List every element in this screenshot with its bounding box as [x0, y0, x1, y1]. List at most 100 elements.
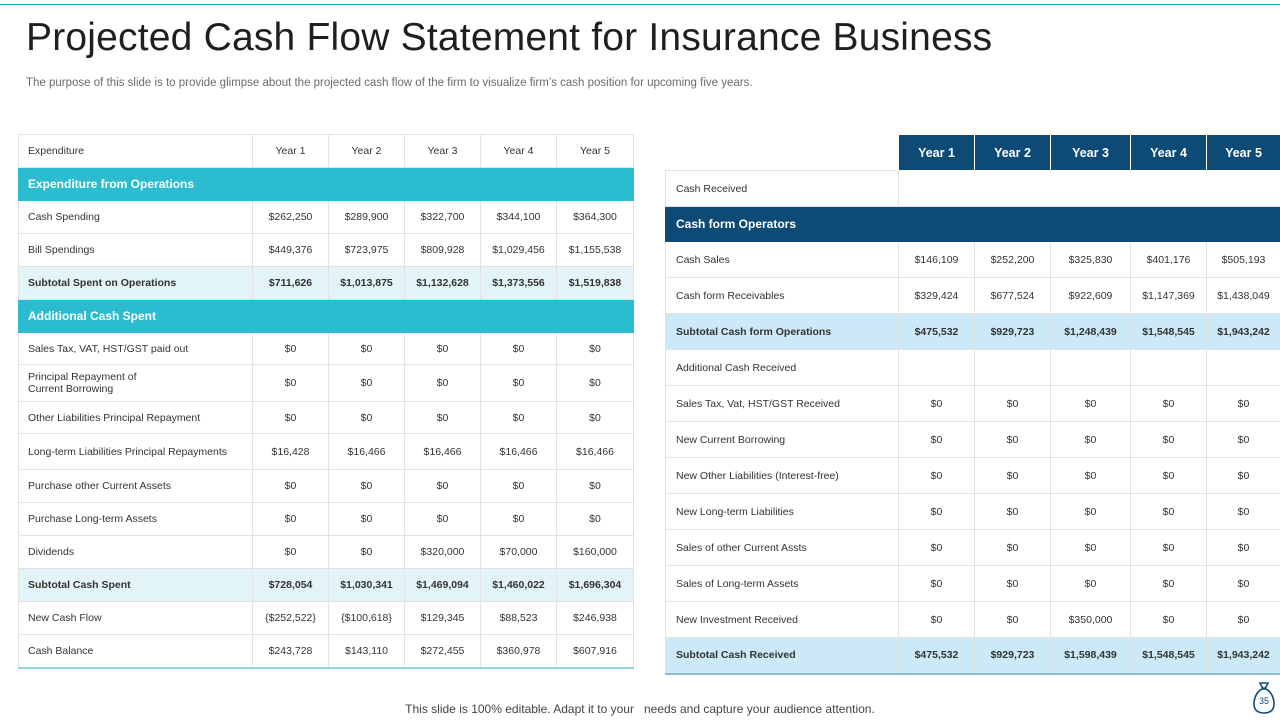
- row-label: New Cash Flow: [18, 601, 253, 635]
- table-row: Sales Tax, VAT, HST/GST paid out $0 $0 $…: [18, 332, 634, 365]
- cell-value: $262,250: [252, 200, 329, 234]
- cell-value: $0: [1206, 565, 1280, 602]
- header-blank: [665, 134, 899, 171]
- cell-value: $272,455: [404, 634, 481, 669]
- cell-value: $1,248,439: [1050, 313, 1131, 350]
- table-row: Purchase Long-term Assets $0 $0 $0 $0 $0: [18, 502, 634, 536]
- cell-value: $0: [1206, 457, 1280, 494]
- table-row: Long-term Liabilities Principal Repaymen…: [18, 433, 634, 470]
- section-title: Cash form Operators: [665, 206, 1280, 242]
- cell-value: $364,300: [556, 200, 634, 234]
- subtotal-row: Subtotal Spent on Operations $711,626 $1…: [18, 266, 634, 300]
- cell-value: $0: [252, 535, 329, 569]
- empty-cell: [898, 170, 1280, 207]
- table-row: Cash Spending $262,250 $289,900 $322,700…: [18, 200, 634, 234]
- cell-value: $70,000: [480, 535, 557, 569]
- cell-value: $0: [898, 385, 975, 422]
- cell-value: $607,916: [556, 634, 634, 669]
- cell-value: $252,200: [974, 241, 1051, 278]
- cell-value: $246,938: [556, 601, 634, 635]
- table-row: Sales of Long-term Assets $0 $0 $0 $0 $0: [665, 565, 1280, 602]
- cell-value: $16,466: [556, 433, 634, 470]
- cell-value: $1,155,538: [556, 233, 634, 267]
- cell-value: $0: [480, 469, 557, 503]
- table-row: New Investment Received $0 $0 $350,000 $…: [665, 601, 1280, 638]
- slide-subtitle: The purpose of this slide is to provide …: [26, 77, 753, 89]
- cell-value: $475,532: [898, 313, 975, 350]
- cell-value: $146,109: [898, 241, 975, 278]
- cell-value: $16,466: [328, 433, 405, 470]
- cell-value: $0: [480, 502, 557, 536]
- table-row: Cash form Receivables $329,424 $677,524 …: [665, 277, 1280, 314]
- row-label-line: Current Borrowing: [28, 383, 114, 395]
- cell-value: $677,524: [974, 277, 1051, 314]
- empty-cell: [898, 349, 975, 386]
- cell-value: $0: [1050, 493, 1131, 530]
- row-label-line: Principal Repayment of: [28, 371, 137, 383]
- row-label: Subtotal Cash form Operations: [665, 313, 899, 350]
- cell-value: $449,376: [252, 233, 329, 267]
- row-label: New Current Borrowing: [665, 421, 899, 458]
- top-rule: [0, 4, 1280, 5]
- cell-value: $329,424: [898, 277, 975, 314]
- cell-value: $1,147,369: [1130, 277, 1207, 314]
- cell-value: $0: [480, 401, 557, 434]
- cash-received-table: Year 1 Year 2 Year 3 Year 4 Year 5 Cash …: [665, 134, 1280, 675]
- year-header: Year 1: [252, 134, 329, 168]
- table-row: Sales Tax, Vat, HST/GST Received $0 $0 $…: [665, 385, 1280, 422]
- cell-value: $475,532: [898, 637, 975, 675]
- cell-value: $0: [480, 364, 557, 402]
- cell-value: $0: [252, 502, 329, 536]
- header-label: Expenditure: [18, 134, 253, 168]
- cell-value: $0: [328, 535, 405, 569]
- cell-value: {$100,618}: [328, 601, 405, 635]
- cell-value: $0: [1050, 421, 1131, 458]
- subtotal-row: Subtotal Cash form Operations $475,532 $…: [665, 313, 1280, 350]
- year-header: Year 5: [1206, 134, 1280, 171]
- table-row: Cash Balance $243,728 $143,110 $272,455 …: [18, 634, 634, 669]
- year-header: Year 4: [1130, 134, 1207, 171]
- cell-value: $0: [556, 502, 634, 536]
- cell-value: $0: [974, 421, 1051, 458]
- cell-value: $129,345: [404, 601, 481, 635]
- cell-value: $0: [974, 601, 1051, 638]
- row-label: Subtotal Cash Spent: [18, 568, 253, 602]
- row-label: Bill Spendings: [18, 233, 253, 267]
- cell-value: $0: [556, 401, 634, 434]
- cell-value: $1,469,094: [404, 568, 481, 602]
- cell-value: $0: [556, 469, 634, 503]
- cell-value: $0: [1130, 493, 1207, 530]
- cell-value: $0: [252, 401, 329, 434]
- cell-value: $0: [1206, 385, 1280, 422]
- cell-value: $0: [556, 332, 634, 365]
- cell-value: $0: [1130, 421, 1207, 458]
- cell-value: $1,132,628: [404, 266, 481, 300]
- table-row: Cash Sales $146,109 $252,200 $325,830 $4…: [665, 241, 1280, 278]
- cell-value: $1,943,242: [1206, 313, 1280, 350]
- table-row: Principal Repayment of Current Borrowing …: [18, 364, 634, 402]
- cell-value: $289,900: [328, 200, 405, 234]
- cell-value: $344,100: [480, 200, 557, 234]
- expenditure-table: Expenditure Year 1 Year 2 Year 3 Year 4 …: [18, 134, 634, 669]
- row-label: Subtotal Spent on Operations: [18, 266, 253, 300]
- table-row: Cash Received: [665, 170, 1280, 207]
- row-label: Cash Received: [665, 170, 899, 207]
- cell-value: $723,975: [328, 233, 405, 267]
- subtotal-row: Subtotal Cash Spent $728,054 $1,030,341 …: [18, 568, 634, 602]
- row-label: New Long-term Liabilities: [665, 493, 899, 530]
- empty-cell: [1206, 349, 1280, 386]
- table-row: New Current Borrowing $0 $0 $0 $0 $0: [665, 421, 1280, 458]
- cell-value: $0: [1130, 565, 1207, 602]
- cell-value: $0: [328, 401, 405, 434]
- table-row: Additional Cash Received: [665, 349, 1280, 386]
- cell-value: $0: [328, 502, 405, 536]
- cell-value: $16,466: [480, 433, 557, 470]
- cell-value: $922,609: [1050, 277, 1131, 314]
- cell-value: $0: [404, 401, 481, 434]
- cell-value: $1,598,439: [1050, 637, 1131, 675]
- cell-value: $0: [328, 332, 405, 365]
- row-label: Other Liabilities Principal Repayment: [18, 401, 253, 434]
- cell-value: $0: [1130, 385, 1207, 422]
- cell-value: $0: [1206, 601, 1280, 638]
- cell-value: $0: [974, 457, 1051, 494]
